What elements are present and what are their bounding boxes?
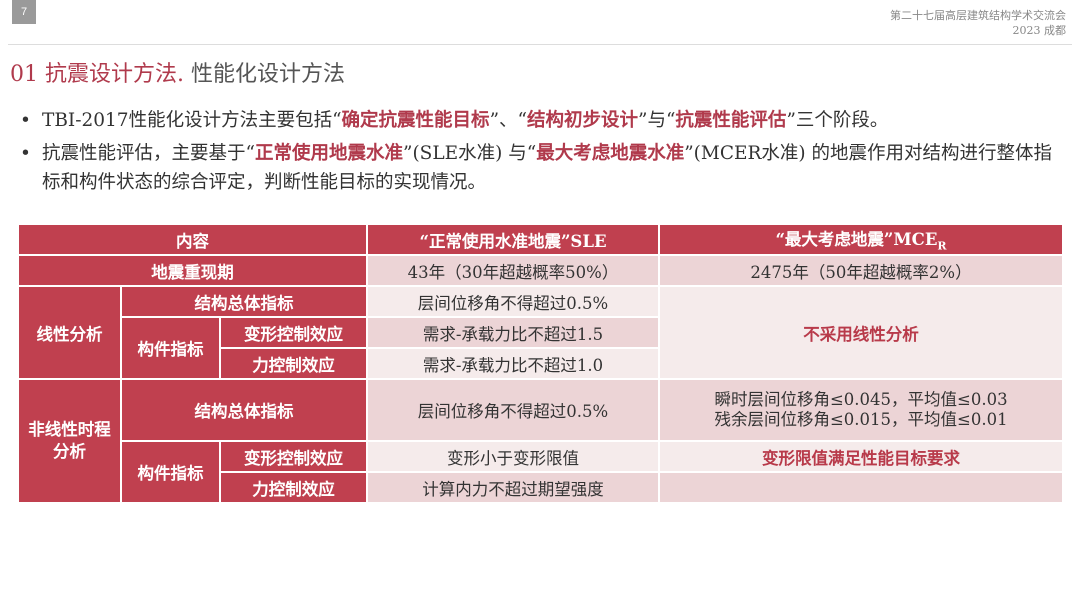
cell: 计算内力不超过期望强度 [368,473,658,502]
table-row: 地震重现期 43年（30年超越概率50%） 2475年（50年超越概率2%） [19,256,1062,285]
table-row: 力控制效应 计算内力不超过期望强度 [19,473,1062,502]
cell: 2475年（50年超越概率2%） [660,256,1062,285]
performance-criteria-table: 内容 “正常使用水准地震”SLE “最大考虑地震”MCER 地震重现期 43年（… [17,223,1064,504]
text: TBI-2017性能化设计方法主要包括“ [42,110,342,131]
cell: 瞬时层间位移角≤0.045，平均值≤0.03 残余层间位移角≤0.015，平均值≤… [660,380,1062,440]
table-row: 非线性时程分析 结构总体指标 层间位移角不得超过0.5% 瞬时层间位移角≤0.0… [19,380,1062,502]
cell: 变形限值满足性能目标要求 [660,442,1062,471]
cell: 变形小于变形限值 [368,442,658,471]
conference-label: 第二十七届高层建筑结构学术交流会 2023 成都 [890,8,1066,38]
text: ”(SLE水准) 与“ [402,143,537,164]
row-label: 地震重现期 [19,256,366,285]
row-label: 力控制效应 [221,473,366,502]
table-header-row: 内容 “正常使用水准地震”SLE “最大考虑地震”MCER [19,225,1062,254]
cell-line: 瞬时层间位移角≤0.045，平均值≤0.03 [714,390,1008,409]
highlight: 确定抗震性能目标 [341,110,490,131]
highlight: 正常使用地震水准 [254,143,403,164]
header-sle: “正常使用水准地震”SLE [368,225,658,254]
text: 抗震性能评估，主要基于“ [42,143,255,164]
cell: 层间位移角不得超过0.5% [368,380,658,440]
cell: 层间位移角不得超过0.5% [368,287,658,316]
table-row: 构件指标 变形控制效应 需求-承载力比不超过1.5 [19,318,1062,378]
row-label: 结构总体指标 [122,287,366,316]
cell: 不采用线性分析 [660,287,1062,378]
table-row: 线性分析 结构总体指标 层间位移角不得超过0.5% 不采用线性分析 [19,287,1062,378]
table-row: 构件指标 变形控制效应 变形小于变形限值 变形限值满足性能目标要求 [19,442,1062,502]
header-mce: “最大考虑地震”MCER [660,225,1062,254]
bullet-list: TBI-2017性能化设计方法主要包括“确定抗震性能目标”、“结构初步设计”与“… [18,106,1068,201]
group-label: 线性分析 [19,287,120,378]
table-row: 力控制效应 需求-承载力比不超过1.0 [19,349,1062,378]
conference-year-city: 2023 成都 [1012,24,1067,37]
row-label: 构件指标 [122,442,219,502]
section-title: 01 抗震设计方法. [10,62,184,87]
cell: 43年（30年超越概率50%） [368,256,658,285]
row-label: 构件指标 [122,318,219,378]
row-label: 变形控制效应 [221,442,366,471]
highlight: 最大考虑地震水准 [536,143,685,164]
text: ”三个阶段。 [786,110,889,131]
row-label: 力控制效应 [221,349,366,378]
cell: 需求-承载力比不超过1.5 [368,318,658,347]
page-number: 7 [12,0,36,24]
row-label: 变形控制效应 [221,318,366,347]
cell [660,473,1062,502]
header-content: 内容 [19,225,366,254]
highlight: 抗震性能评估 [675,110,787,131]
row-label: 结构总体指标 [122,380,366,440]
header-mce-text: “最大考虑地震”MCE [775,230,938,250]
text: ”与“ [638,110,676,131]
highlight: 结构初步设计 [526,110,638,131]
group-label: 非线性时程分析 [19,380,120,502]
slide-title: 01 抗震设计方法. 性能化设计方法 [10,56,345,88]
cell: 需求-承载力比不超过1.0 [368,349,658,378]
conference-name: 第二十七届高层建筑结构学术交流会 [890,9,1066,22]
header-divider [8,44,1072,45]
bullet-item: 抗震性能评估，主要基于“正常使用地震水准”(SLE水准) 与“最大考虑地震水准”… [18,139,1068,197]
header-mce-sub: R [937,239,947,253]
subsection-title: 性能化设计方法 [183,62,345,87]
cell-line: 残余层间位移角≤0.015，平均值≤0.01 [714,410,1008,429]
text: ”(MCER水准) 的地震作用对结构进行整体指标和构件状态的综合评定，判断性能目… [42,143,1053,193]
text: ”、“ [489,110,527,131]
bullet-item: TBI-2017性能化设计方法主要包括“确定抗震性能目标”、“结构初步设计”与“… [18,106,1068,135]
